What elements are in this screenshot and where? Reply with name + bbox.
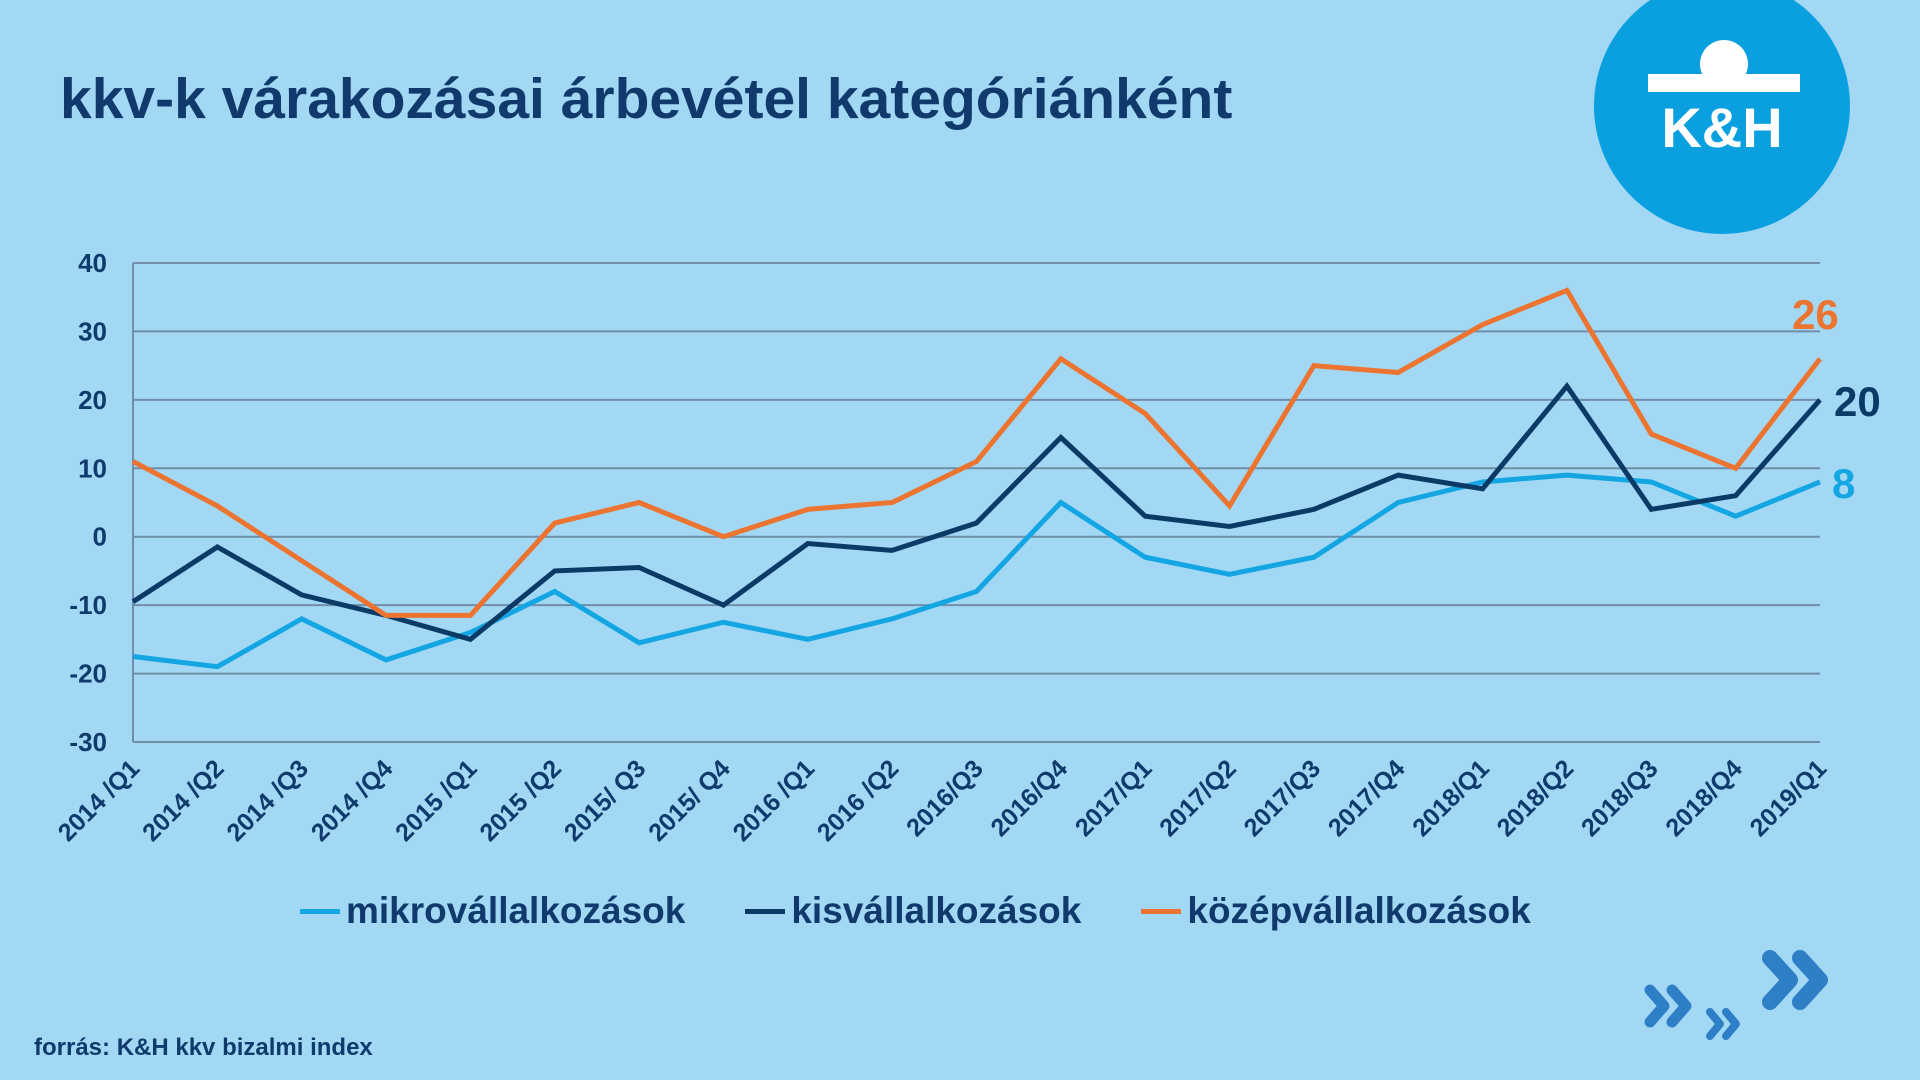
x-tick-label: 2017/Q4 (1323, 754, 1411, 842)
legend-item: mikrovállalkozások (300, 890, 685, 932)
series-line-0 (132, 472, 1821, 670)
y-tick-label: 10 (78, 453, 107, 483)
y-tick-label: -30 (69, 727, 107, 757)
series-line-1 (131, 382, 1822, 643)
y-tick-label: 40 (78, 248, 107, 278)
x-tick-label: 2015/ Q4 (643, 754, 736, 847)
x-tick-label: 2019/Q1 (1745, 754, 1833, 842)
end-value-label: 20 (1834, 378, 1881, 425)
x-tick-label: 2018/Q2 (1492, 754, 1580, 842)
logo-text: K&H (1661, 96, 1783, 159)
chevrons-decoration-icon (1644, 950, 1828, 1040)
x-tick-label: 2016/Q4 (985, 754, 1073, 842)
x-tick-label: 2014 /Q4 (306, 754, 399, 847)
legend-label: középvállalkozások (1187, 890, 1531, 931)
logo-figure-icon (1648, 40, 1800, 92)
legend-label: kisvállalkozások (791, 890, 1082, 931)
source-note: forrás: K&H kkv bizalmi index (34, 1034, 373, 1061)
end-value-label: 8 (1832, 460, 1855, 507)
x-tick-label: 2018/Q4 (1660, 754, 1748, 842)
x-tick-label: 2017/Q3 (1239, 754, 1327, 842)
y-tick-label: -10 (69, 590, 107, 620)
x-tick-label: 2016 /Q2 (812, 754, 905, 847)
page-title: kkv-k várakozásai árbevétel kategóriánké… (60, 67, 1233, 131)
x-tick-label: 2015/ Q3 (559, 754, 652, 847)
legend-swatch (745, 908, 786, 914)
x-tick-label: 2016/Q3 (901, 754, 989, 842)
series-line-2 (131, 287, 1822, 618)
end-value-label: 26 (1792, 291, 1839, 338)
y-tick-label: 30 (78, 316, 107, 346)
legend-item: kisvállalkozások (745, 890, 1081, 932)
legend: mikrovállalkozások kisvállalkozások középv… (300, 890, 1531, 932)
legend-swatch (300, 908, 340, 914)
x-tick-label: 2014 /Q3 (221, 754, 314, 847)
legend-item: középvállalkozások (1141, 890, 1531, 932)
legend-swatch (1141, 908, 1182, 914)
x-tick-label: 2014 /Q1 (53, 754, 146, 847)
x-tick-label: 2015 /Q1 (390, 754, 483, 847)
x-tick-label: 2018/Q3 (1576, 754, 1664, 842)
y-tick-label: 0 (93, 522, 107, 552)
x-tick-label: 2017/Q2 (1154, 754, 1242, 842)
x-tick-label: 2017/Q1 (1070, 754, 1158, 842)
x-tick-label: 2018/Q1 (1407, 754, 1495, 842)
x-tick-label: 2015 /Q2 (474, 754, 567, 847)
legend-label: mikrovállalkozások (346, 890, 686, 931)
kh-logo: K&H (1594, 0, 1850, 234)
y-tick-label: 20 (78, 385, 107, 415)
y-tick-label: -20 (69, 659, 107, 689)
x-tick-label: 2016 /Q1 (728, 754, 821, 847)
x-tick-label: 2014 /Q2 (137, 754, 230, 847)
